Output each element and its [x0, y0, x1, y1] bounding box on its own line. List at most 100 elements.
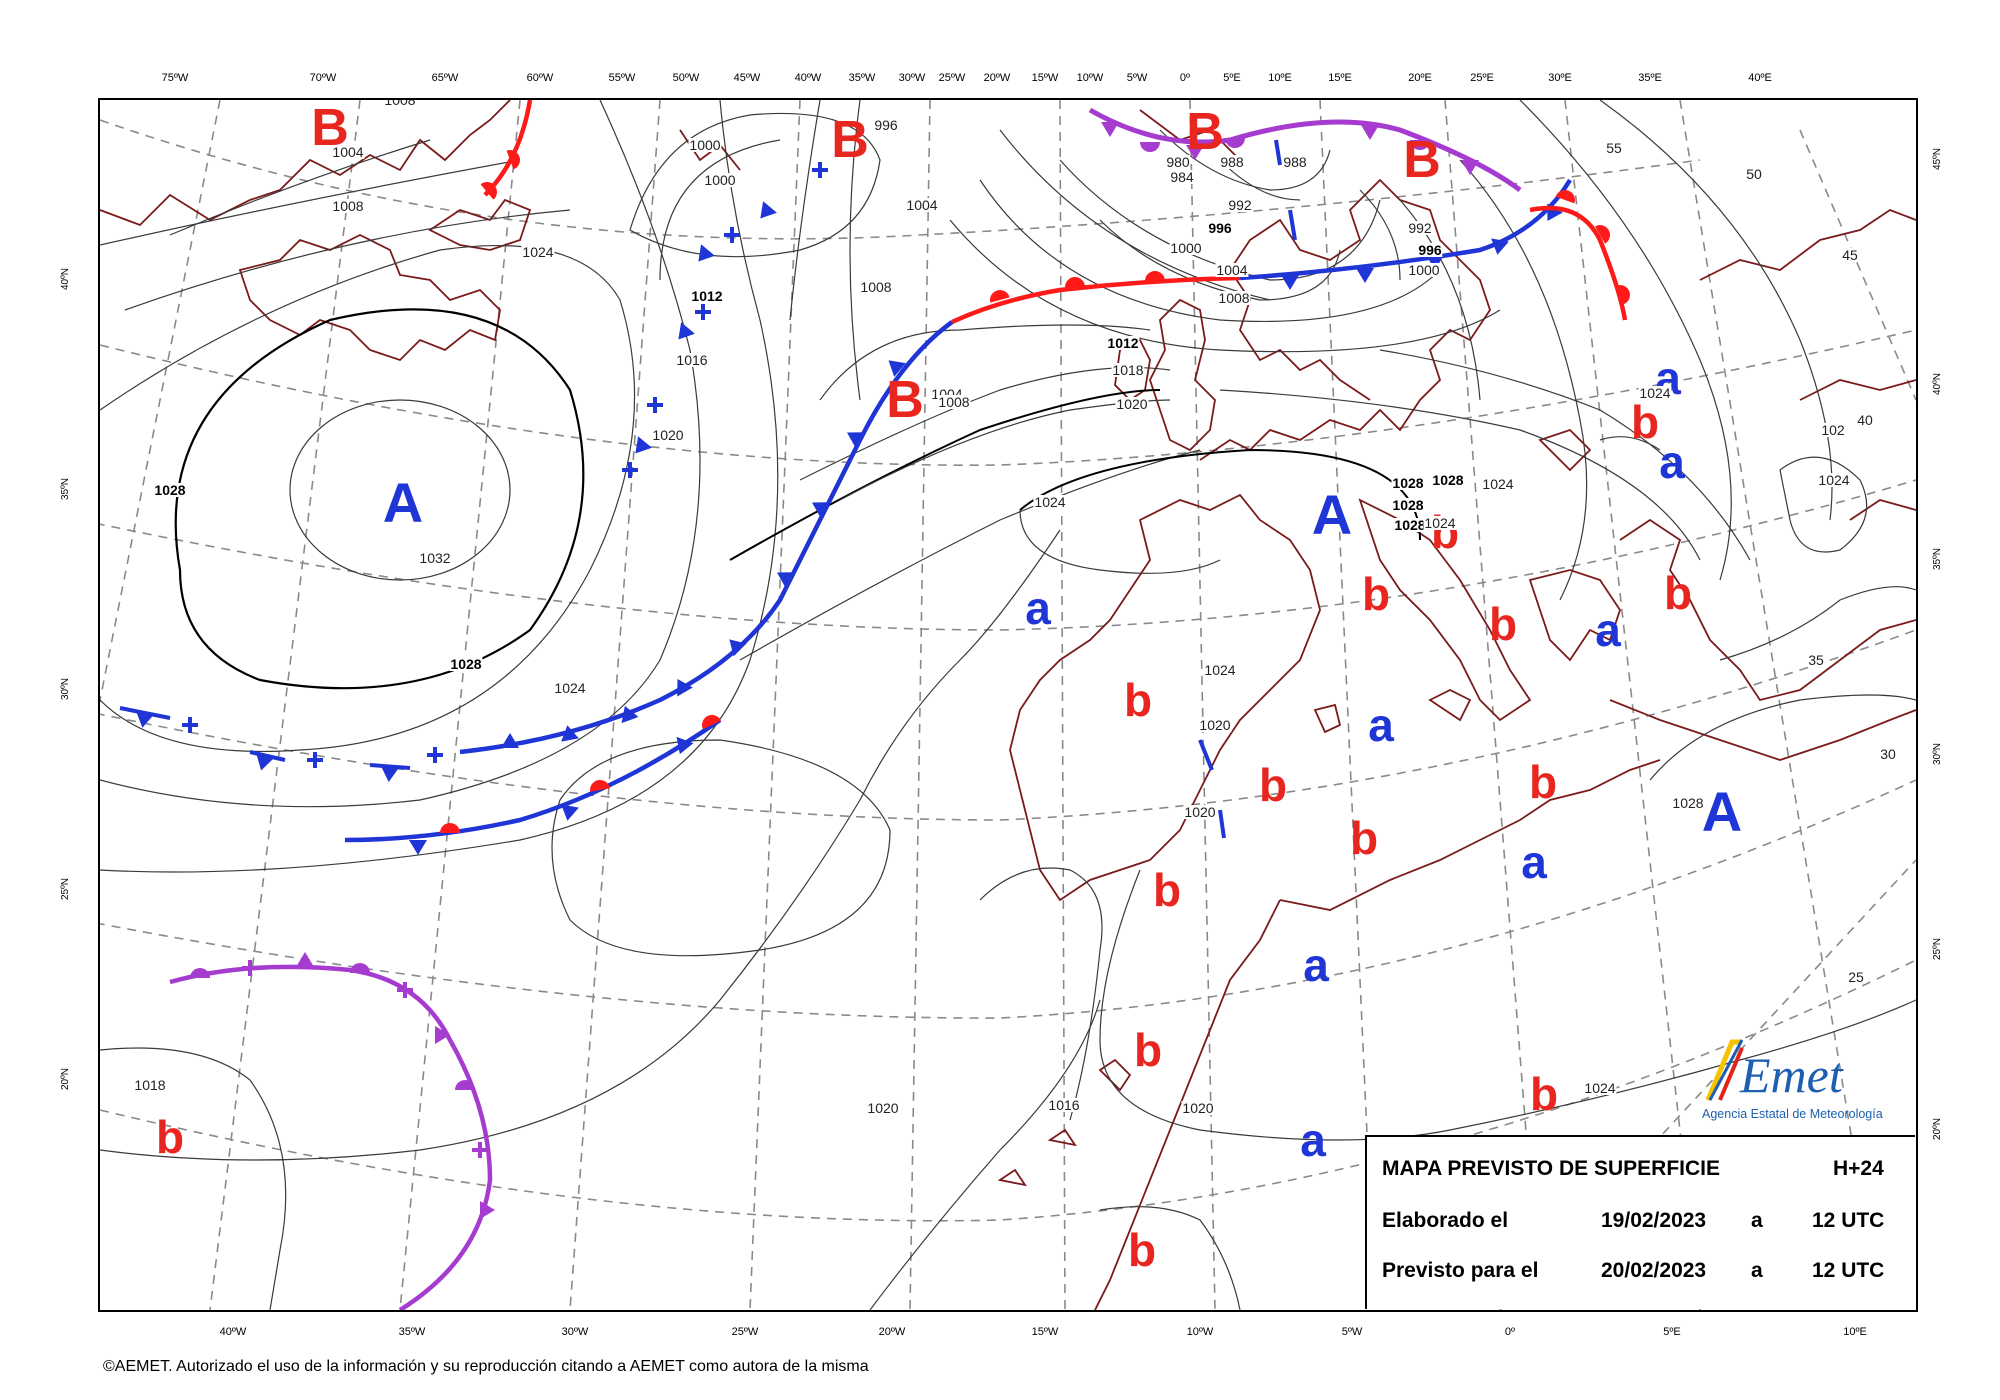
isobar-label: 1024	[1481, 476, 1515, 492]
cold-front-triangle	[480, 1201, 495, 1219]
warm-front-semicircle	[1595, 225, 1610, 244]
cold-front-triangle	[1491, 238, 1509, 255]
front-line	[169, 964, 493, 1310]
isobar-label: 992	[1407, 220, 1433, 236]
isobar-label: 1024	[1033, 494, 1067, 510]
cold-front-triangle	[888, 360, 906, 377]
high-pressure-label: a	[1368, 699, 1394, 751]
isobar-label: 1000	[688, 137, 722, 153]
isobar-label: 1032	[418, 550, 452, 566]
lon-label-top: 65ºW	[431, 72, 459, 84]
lon-label-top: 70ºW	[309, 72, 337, 84]
cold-front-triangle	[409, 840, 427, 855]
isobar-label: 1028	[1391, 475, 1425, 491]
lat-label-left: 20ºN	[60, 1068, 71, 1090]
cold-front-triangle	[760, 201, 777, 219]
lat-label-right: 25ºN	[1932, 938, 1943, 960]
lon-label-top: 15ºE	[1328, 72, 1352, 84]
warm-front-semicircle	[702, 715, 722, 730]
warm-front-semicircle	[190, 968, 210, 978]
warm-front-semicircle	[1555, 190, 1575, 204]
cold-front-triangle	[1361, 125, 1379, 140]
lon-label-bottom: 25ºW	[731, 1326, 759, 1338]
lon-label-bottom: 10ºW	[1186, 1326, 1214, 1338]
isobar-label: 1020	[1183, 804, 1217, 820]
isobar-label: 1018	[1111, 362, 1145, 378]
map-canvas	[100, 100, 1916, 1310]
isobar-label: 1008	[937, 394, 971, 410]
front-line	[119, 706, 171, 720]
isobar-label: 25	[1847, 969, 1865, 985]
lon-label-bottom: 20ºW	[878, 1326, 906, 1338]
isobar-label: 1028	[153, 482, 187, 498]
isobar-label: 1000	[703, 172, 737, 188]
cold-front-triangle	[381, 766, 399, 782]
isobar-label: 984	[1169, 169, 1195, 185]
lon-label-top: 5ºW	[1126, 72, 1148, 84]
front-line	[1529, 205, 1628, 321]
front-cross-mark	[397, 982, 413, 998]
lon-label-bottom: 5ºE	[1663, 1326, 1681, 1338]
valid-date: 20/02/2023	[1601, 1259, 1707, 1282]
low-pressure-label: b	[1488, 598, 1518, 650]
front-cross-mark	[812, 162, 828, 178]
cold-front-triangle	[296, 952, 314, 967]
lon-label-bottom: 5ºW	[1341, 1326, 1363, 1338]
isobar-label: 1000	[1169, 240, 1203, 256]
lon-label-top: 55ºW	[608, 72, 636, 84]
aemet-logo: Emet Agencia Estatal de Meteorología	[1680, 1030, 1910, 1130]
high-pressure-label: a	[1025, 582, 1051, 634]
lat-label-left: 35ºN	[60, 478, 71, 500]
map-title: MAPA PREVISTO DE SUPERFICIE	[1382, 1157, 1720, 1180]
front-line	[951, 275, 1241, 325]
lat-label-left: 40ºN	[60, 268, 71, 290]
front-cross-mark	[472, 1142, 488, 1158]
isobar-label: 1008	[383, 100, 417, 107]
lat-label-right: 20ºN	[1932, 1118, 1943, 1140]
isobar-label: 1024	[1583, 1080, 1617, 1096]
front-cross-mark	[724, 227, 740, 243]
valid-label: Previsto para el	[1382, 1259, 1539, 1282]
low-pressure-label: b	[1123, 674, 1153, 726]
lon-label-bottom: 10ºE	[1843, 1326, 1867, 1338]
cold-front-triangle	[621, 705, 639, 724]
lon-label-top: 5ºE	[1223, 72, 1241, 84]
low-pressure-label: b	[1630, 396, 1660, 448]
isobar-label: 1004	[905, 197, 939, 213]
front-line	[369, 763, 411, 770]
isobar-label: 102	[1820, 422, 1846, 438]
isobar-label: 1008	[859, 279, 893, 295]
front-line	[249, 750, 286, 762]
front-cross-mark	[647, 397, 663, 413]
made-a: a	[1751, 1209, 1763, 1232]
isobar-label: 40	[1856, 412, 1874, 428]
cold-front-triangle	[635, 436, 652, 454]
lon-label-top: 25ºE	[1470, 72, 1494, 84]
lon-label-top: 50ºW	[672, 72, 700, 84]
isobar-label: 45	[1841, 247, 1859, 263]
low-pressure-label: b	[155, 1111, 185, 1163]
front-line	[1218, 809, 1226, 839]
cold-front-triangle	[561, 804, 579, 821]
cold-front-triangle	[1281, 275, 1299, 290]
isobar-label: 1012	[1106, 335, 1140, 351]
warm-front-semicircle	[590, 780, 610, 792]
warm-front-semicircle	[1065, 277, 1085, 288]
low-pressure-label: b	[1663, 567, 1693, 619]
front-line	[459, 320, 954, 755]
warm-front-semicircle	[1618, 285, 1630, 305]
valid-time: 12 UTC	[1812, 1259, 1885, 1282]
warm-front-semicircle	[1410, 140, 1430, 150]
lon-label-top: 25ºW	[938, 72, 966, 84]
high-pressure-label: A	[1311, 483, 1353, 546]
lon-label-top: 30ºW	[898, 72, 926, 84]
aemet-logo-mark: Emet Agencia Estatal de Meteorología	[1702, 1039, 1883, 1121]
warm-front-semicircle	[1145, 271, 1165, 282]
front-cross-mark	[427, 747, 443, 763]
low-pressure-label: B	[886, 371, 924, 429]
front-line	[483, 100, 533, 197]
low-pressure-label: b	[1258, 759, 1288, 811]
isobar-label: 1012	[690, 288, 724, 304]
low-pressure-label: B	[831, 111, 869, 169]
